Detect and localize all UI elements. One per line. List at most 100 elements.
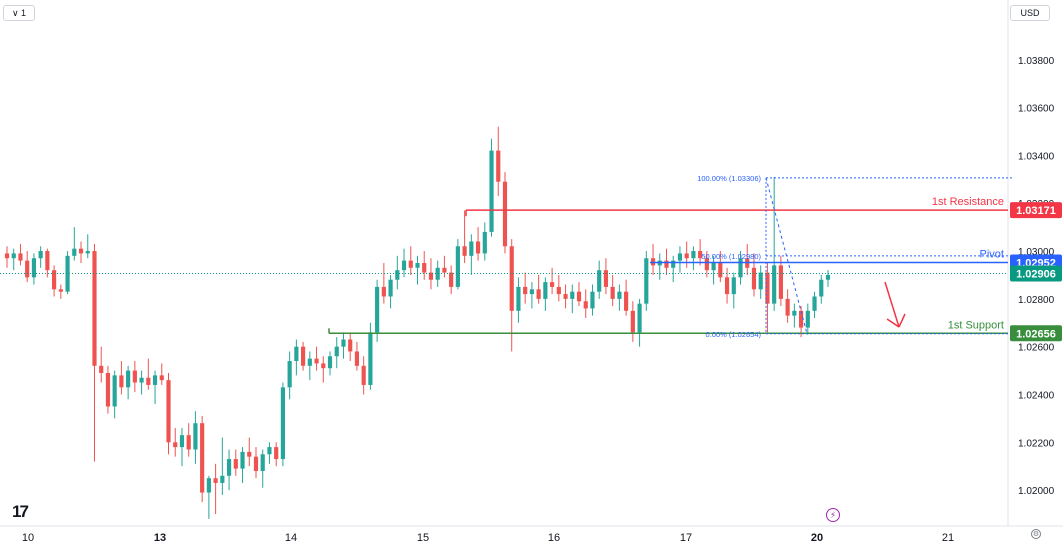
interval-button[interactable]: ∨ 1 bbox=[3, 5, 35, 21]
candle bbox=[442, 255, 447, 278]
x-tick-label: 10 bbox=[22, 532, 34, 544]
candle bbox=[772, 176, 777, 311]
candle-body bbox=[334, 346, 339, 357]
candle-body bbox=[825, 274, 831, 280]
candle bbox=[274, 442, 279, 467]
candle-body bbox=[220, 475, 225, 483]
candle bbox=[428, 258, 434, 290]
candle-body bbox=[233, 459, 238, 469]
candle bbox=[731, 272, 736, 309]
candle bbox=[200, 416, 205, 503]
candle bbox=[213, 463, 218, 515]
candle bbox=[556, 274, 561, 302]
y-tick-label: 1.02400 bbox=[1018, 391, 1055, 402]
down-arrow bbox=[884, 281, 906, 328]
candle bbox=[58, 284, 63, 299]
candle-body bbox=[85, 251, 90, 254]
candle-body bbox=[684, 253, 689, 259]
candle bbox=[314, 346, 319, 371]
candle-body bbox=[247, 451, 252, 457]
candle-body bbox=[45, 251, 50, 271]
candle-body bbox=[617, 291, 622, 299]
candle bbox=[805, 303, 810, 335]
candle-body bbox=[523, 286, 528, 295]
candle bbox=[462, 210, 467, 263]
candle-body bbox=[677, 253, 683, 261]
candle-body bbox=[307, 358, 312, 366]
fib-label: 0.00% (1.02654) bbox=[706, 330, 762, 339]
candle bbox=[152, 370, 158, 405]
candle-body bbox=[401, 260, 407, 271]
candle-body bbox=[543, 282, 548, 299]
pivot-label: Pivot bbox=[980, 249, 1004, 261]
candle-body bbox=[341, 339, 346, 347]
candle bbox=[617, 284, 622, 311]
candle-body bbox=[489, 150, 494, 232]
candle-body bbox=[408, 260, 413, 268]
candle bbox=[792, 303, 797, 328]
candle-body bbox=[52, 270, 57, 290]
candle-body bbox=[792, 310, 797, 316]
candle-body bbox=[368, 332, 373, 385]
candle-body bbox=[267, 447, 272, 455]
candle bbox=[348, 332, 353, 362]
candle-body bbox=[361, 365, 366, 385]
candle bbox=[159, 363, 164, 385]
tradingview-logo-icon[interactable]: 17 bbox=[12, 502, 29, 521]
support-tag: 1.02656 bbox=[1010, 325, 1062, 342]
candle bbox=[388, 274, 393, 309]
candle bbox=[475, 227, 481, 261]
candle-body bbox=[321, 363, 326, 369]
candle bbox=[624, 279, 629, 316]
candle-body bbox=[213, 478, 218, 483]
fibonacci-layer: 100.00% (1.03306) 50.00% (1.02980) 0.00% (… bbox=[697, 174, 1012, 339]
candle bbox=[718, 251, 723, 283]
candle-body bbox=[576, 291, 582, 302]
candle-body bbox=[139, 377, 144, 383]
candle-body bbox=[119, 375, 124, 388]
y-tick-label: 1.03400 bbox=[1018, 151, 1055, 162]
candle-body bbox=[348, 339, 353, 352]
candle-body bbox=[469, 241, 474, 256]
candle bbox=[677, 246, 683, 273]
candle-body bbox=[772, 265, 777, 304]
candle-body bbox=[462, 246, 467, 256]
candle-body bbox=[819, 279, 824, 297]
candle-body bbox=[132, 370, 137, 383]
candle-body bbox=[166, 380, 171, 443]
candle-body bbox=[502, 181, 508, 247]
settings-icon[interactable]: ⚙ bbox=[1031, 529, 1041, 539]
resistance-tag: 1.03171 bbox=[1010, 202, 1062, 219]
candle bbox=[657, 253, 662, 280]
flash-icon[interactable]: ⚡ bbox=[826, 508, 840, 522]
candle bbox=[637, 298, 642, 347]
candle-body bbox=[624, 291, 629, 311]
candle-body bbox=[287, 361, 292, 388]
candle bbox=[422, 251, 427, 280]
candle bbox=[765, 263, 770, 333]
candle-body bbox=[597, 270, 602, 292]
x-tick-label: 16 bbox=[548, 532, 560, 544]
candle bbox=[45, 248, 50, 278]
candle bbox=[72, 227, 77, 261]
x-axis[interactable]: 10 13 14 15 16 17 20 21 bbox=[22, 532, 954, 544]
candle-body bbox=[475, 241, 481, 254]
candle-body bbox=[38, 251, 43, 259]
candle bbox=[698, 239, 703, 266]
candle bbox=[193, 411, 198, 464]
candle bbox=[523, 272, 528, 304]
candle bbox=[31, 253, 37, 285]
candle-body bbox=[253, 456, 259, 472]
tag-text: 1.02656 bbox=[1016, 328, 1056, 340]
candle bbox=[287, 351, 292, 400]
candle-body bbox=[65, 255, 70, 292]
x-tick-label: 13 bbox=[154, 532, 166, 544]
candle-body bbox=[590, 291, 595, 309]
candle bbox=[704, 251, 709, 278]
candle bbox=[610, 274, 615, 307]
resistance-label: 1st Resistance bbox=[932, 196, 1004, 208]
currency-button[interactable]: USD bbox=[1010, 5, 1050, 21]
candle-body bbox=[92, 251, 97, 366]
candle-body bbox=[449, 272, 454, 287]
